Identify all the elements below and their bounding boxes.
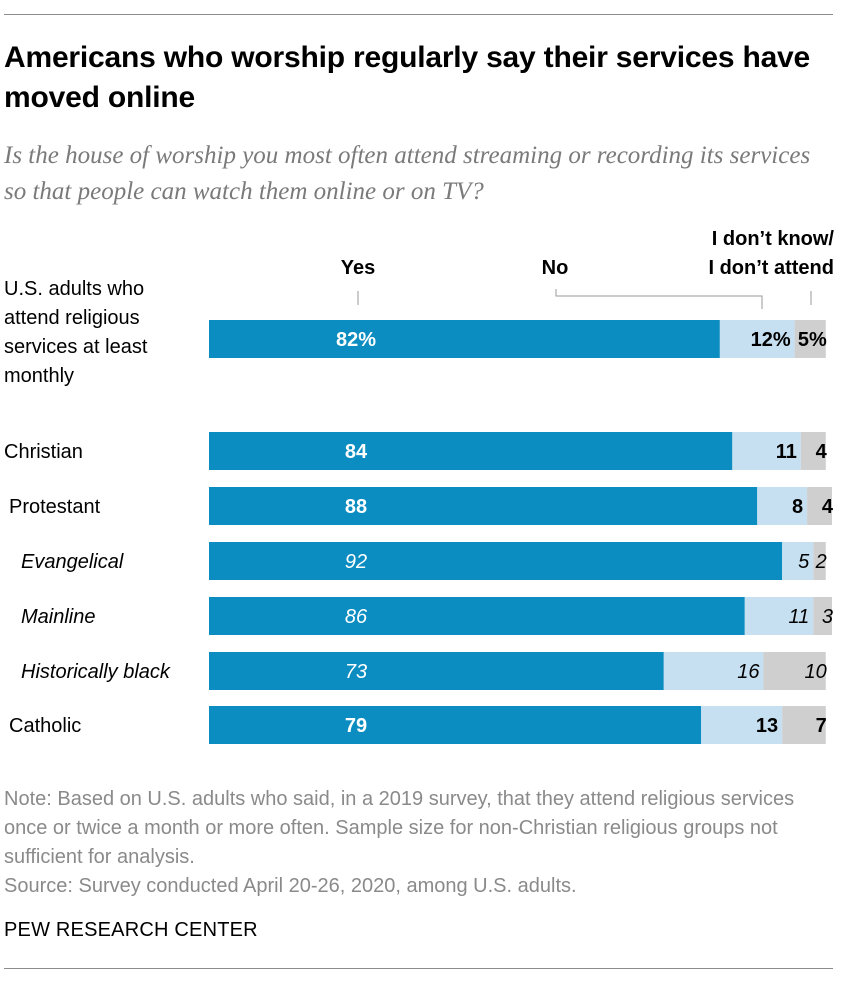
data-label-dontknow-3: 2 (815, 551, 827, 573)
chart-title: Americans who worship regularly say thei… (4, 41, 811, 114)
bar-dontknow-1 (800, 432, 826, 470)
bar-no-2 (757, 487, 808, 525)
data-label-dontknow-2: 4 (822, 496, 834, 518)
bar-no-5 (663, 652, 764, 690)
bar-yes-4 (209, 597, 745, 635)
category-label-0-line-3: monthly (4, 365, 74, 387)
chart-source: Source: Survey conducted April 20-26, 20… (4, 875, 577, 897)
data-label-yes-5: 73 (345, 661, 367, 683)
category-label-0-line-2: services at least (4, 336, 148, 358)
data-label-no-5: 16 (737, 661, 760, 683)
data-label-dontknow-1: 4 (816, 441, 828, 463)
bar-dontknow-2 (807, 487, 832, 525)
legend-label-dontknow-line1: I don’t know/ (712, 228, 835, 250)
category-label-6-line-0: Catholic (9, 715, 81, 737)
data-label-no-6: 13 (756, 715, 778, 737)
top-rule (4, 14, 833, 15)
data-label-yes-2: 88 (345, 496, 367, 518)
data-label-yes-3: 92 (345, 551, 367, 573)
category-label-1-line-0: Christian (4, 441, 83, 463)
bar-dontknow-0 (794, 320, 826, 358)
legend-label-no: No (542, 257, 569, 279)
bar-yes-2 (209, 487, 758, 525)
bottom-rule (4, 968, 833, 969)
category-label-4-line-0: Mainline (21, 606, 95, 628)
bar-yes-5 (209, 652, 664, 690)
category-label-3-line-0: Evangelical (21, 551, 124, 573)
bar-yes-3 (209, 542, 783, 580)
chart-note: Note: Based on U.S. adults who said, in … (4, 788, 795, 868)
category-label-0-line-0: U.S. adults who (4, 278, 144, 300)
legend-label-dontknow-line2: I don’t attend (708, 257, 834, 279)
data-label-dontknow-5: 10 (805, 661, 827, 683)
data-label-no-3: 5 (798, 551, 810, 573)
data-label-no-4: 11 (789, 606, 810, 628)
category-label-2-line-0: Protestant (9, 496, 101, 518)
bar-no-3 (782, 542, 814, 580)
legend-label-yes: Yes (341, 257, 375, 279)
bar-dontknow-4 (813, 597, 832, 635)
bar-no-1 (732, 432, 801, 470)
brand-label: PEW RESEARCH CENTER (4, 919, 258, 941)
bar-yes-1 (209, 432, 733, 470)
bar-yes-0 (209, 320, 720, 358)
bar-yes-6 (209, 706, 702, 744)
category-label-0-line-1: attend religious (4, 307, 140, 329)
bar-no-0 (719, 320, 795, 358)
data-label-dontknow-6: 7 (816, 715, 827, 737)
data-label-dontknow-0: 5% (798, 329, 827, 351)
data-label-no-1: 11 (776, 441, 797, 463)
data-label-dontknow-4: 3 (822, 606, 833, 628)
data-label-yes-4: 86 (345, 606, 368, 628)
bar-dontknow-3 (813, 542, 826, 580)
bar-no-4 (744, 597, 814, 635)
data-label-yes-1: 84 (345, 441, 368, 463)
data-label-no-2: 8 (792, 496, 803, 518)
legend-bracket-no (555, 289, 763, 309)
data-label-yes-6: 79 (345, 715, 367, 737)
stacked-bar-chart: Yes No I don’t know/I don’t attend U.S. adu… (4, 228, 835, 744)
chart-subtitle: Is the house of worship you most often a… (4, 142, 811, 205)
bar-dontknow-6 (782, 706, 826, 744)
data-label-no-0: 12% (751, 329, 791, 351)
bar-no-6 (701, 706, 783, 744)
category-label-5-line-0: Historically black (21, 661, 171, 683)
bar-dontknow-5 (763, 652, 826, 690)
data-label-yes-0: 82% (336, 329, 376, 351)
